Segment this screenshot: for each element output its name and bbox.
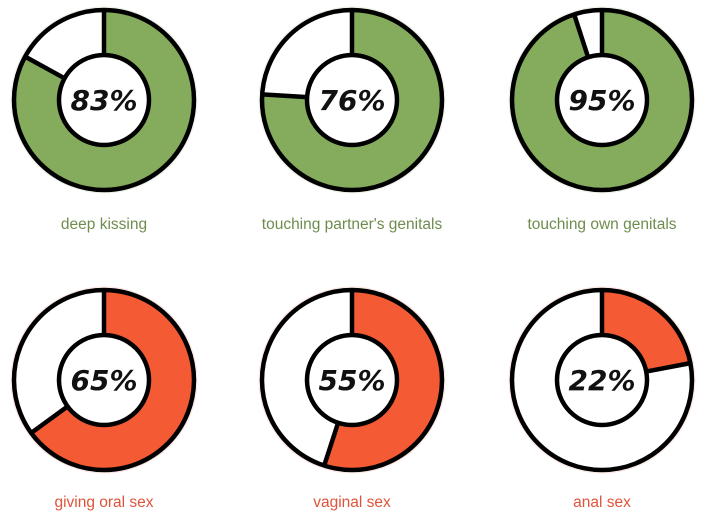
chart-label: deep kissing	[60, 216, 148, 233]
donut-vaginal-sex: 55% vaginal sex	[232, 280, 472, 530]
percent-value: 22%	[568, 364, 635, 397]
filled-segment	[512, 10, 692, 190]
donut-chart: 83%	[10, 6, 198, 194]
donut-chart: 65%	[10, 286, 198, 474]
percent-value: 83%	[70, 84, 137, 117]
donut-touching-own-genitals: 95% touching own genitals	[482, 0, 703, 250]
chart-label: anal sex	[573, 494, 631, 511]
chart-label: touching own genitals	[527, 216, 677, 233]
chart-label: vaginal sex	[313, 494, 391, 511]
chart-label: touching partner's genitals	[261, 216, 443, 233]
filled-segment	[262, 10, 442, 190]
percent-value: 95%	[568, 84, 635, 117]
donut-giving-oral-sex: 65% giving oral sex	[0, 280, 224, 530]
donut-deep-kissing: 83% deep kissing	[0, 0, 224, 250]
donut-chart: 55%	[258, 286, 446, 474]
filled-segment	[31, 290, 194, 470]
donut-chart: 95%	[508, 6, 696, 194]
filled-segment	[13, 10, 194, 191]
percent-value: 55%	[318, 364, 385, 397]
percent-value: 65%	[70, 364, 137, 397]
donut-touching-partners-genitals: 76% touching partner's genitals	[232, 0, 472, 250]
chart-label: giving oral sex	[54, 494, 154, 511]
percent-value: 76%	[318, 84, 385, 117]
donut-chart: 22%	[508, 286, 696, 474]
donut-chart: 76%	[258, 6, 446, 194]
filled-segment	[602, 290, 691, 372]
donut-anal-sex: 22% anal sex	[482, 280, 703, 530]
